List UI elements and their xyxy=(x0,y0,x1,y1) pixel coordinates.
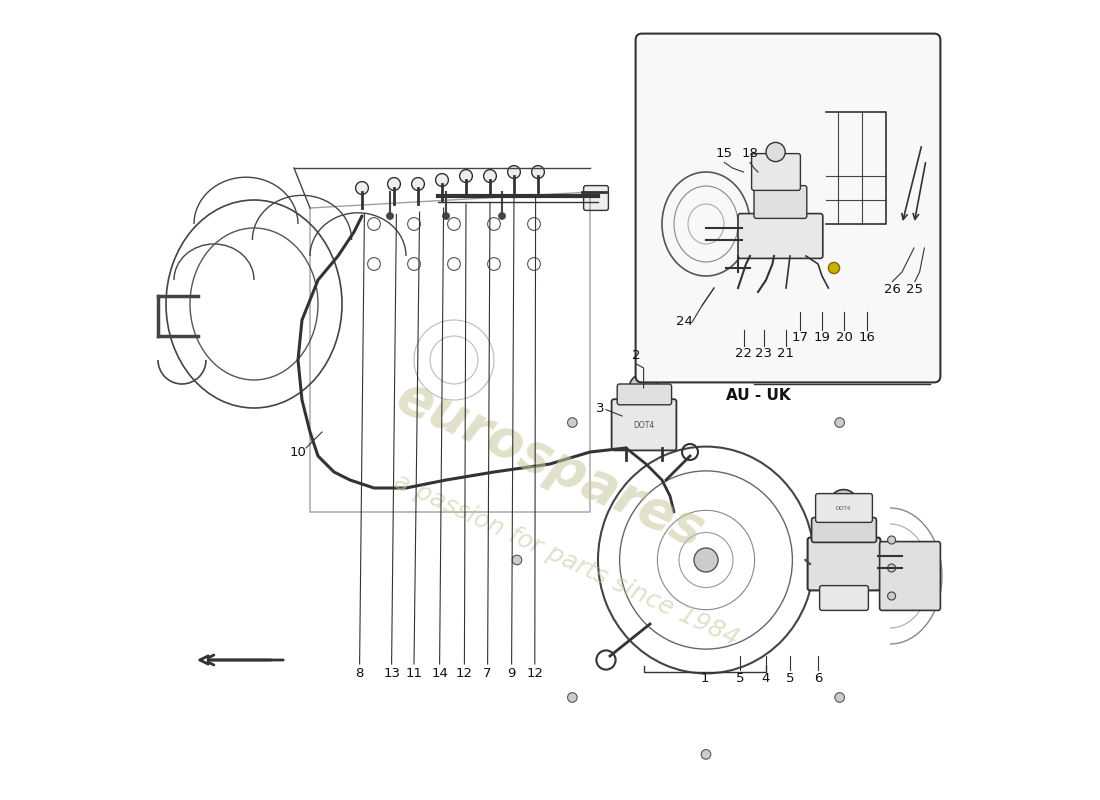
Text: 22: 22 xyxy=(735,347,752,360)
Text: 3: 3 xyxy=(596,402,605,414)
Text: 17: 17 xyxy=(791,331,808,344)
Circle shape xyxy=(568,693,578,702)
FancyBboxPatch shape xyxy=(612,399,676,450)
Text: 1: 1 xyxy=(701,672,710,685)
Text: 15: 15 xyxy=(716,147,733,160)
Circle shape xyxy=(443,213,449,219)
Circle shape xyxy=(513,555,521,565)
Circle shape xyxy=(766,142,785,162)
Circle shape xyxy=(411,178,425,190)
Circle shape xyxy=(890,555,900,565)
FancyBboxPatch shape xyxy=(584,186,608,210)
Text: 25: 25 xyxy=(906,283,923,296)
FancyBboxPatch shape xyxy=(751,154,801,190)
Circle shape xyxy=(701,361,711,370)
Text: 21: 21 xyxy=(778,347,794,360)
Circle shape xyxy=(460,170,472,182)
Circle shape xyxy=(835,693,845,702)
Text: 4: 4 xyxy=(762,672,770,685)
Circle shape xyxy=(387,213,393,219)
Circle shape xyxy=(888,536,895,544)
Circle shape xyxy=(701,750,711,759)
Text: 19: 19 xyxy=(814,331,830,344)
Circle shape xyxy=(888,564,895,572)
Text: 16: 16 xyxy=(858,331,876,344)
Circle shape xyxy=(387,178,400,190)
Text: DOT4: DOT4 xyxy=(836,506,851,510)
Text: 7: 7 xyxy=(483,667,492,680)
Text: 12: 12 xyxy=(455,667,473,680)
FancyBboxPatch shape xyxy=(815,494,872,522)
FancyBboxPatch shape xyxy=(617,384,672,405)
Circle shape xyxy=(888,592,895,600)
Text: a passion for parts since 1984: a passion for parts since 1984 xyxy=(389,470,742,650)
Circle shape xyxy=(828,262,839,274)
Text: 9: 9 xyxy=(507,667,516,680)
Text: 5: 5 xyxy=(736,672,745,685)
FancyBboxPatch shape xyxy=(636,34,940,382)
Text: 23: 23 xyxy=(755,347,772,360)
Circle shape xyxy=(355,182,368,194)
Circle shape xyxy=(484,170,496,182)
FancyBboxPatch shape xyxy=(754,186,806,218)
Text: AU - UK: AU - UK xyxy=(726,388,790,403)
Circle shape xyxy=(829,490,858,518)
Text: 13: 13 xyxy=(383,667,400,680)
Circle shape xyxy=(568,418,578,427)
Circle shape xyxy=(531,166,544,178)
FancyBboxPatch shape xyxy=(738,214,823,258)
Circle shape xyxy=(498,213,505,219)
Text: 12: 12 xyxy=(526,667,543,680)
Text: 26: 26 xyxy=(884,283,901,296)
Circle shape xyxy=(629,374,658,402)
Text: 5: 5 xyxy=(785,672,794,685)
Text: DOT4: DOT4 xyxy=(632,421,654,430)
FancyBboxPatch shape xyxy=(880,542,940,610)
Circle shape xyxy=(694,548,718,572)
FancyBboxPatch shape xyxy=(812,518,877,542)
Text: 24: 24 xyxy=(676,315,693,328)
FancyBboxPatch shape xyxy=(807,538,880,590)
Text: eurospares: eurospares xyxy=(388,370,712,558)
Text: 20: 20 xyxy=(836,331,852,344)
Circle shape xyxy=(507,166,520,178)
Text: 10: 10 xyxy=(289,446,307,458)
Text: 14: 14 xyxy=(431,667,448,680)
Text: 8: 8 xyxy=(355,667,364,680)
Text: 6: 6 xyxy=(814,672,822,685)
Text: 11: 11 xyxy=(406,667,422,680)
Text: 18: 18 xyxy=(741,147,758,160)
Circle shape xyxy=(436,174,449,186)
Text: 2: 2 xyxy=(632,350,640,362)
FancyBboxPatch shape xyxy=(820,586,868,610)
Circle shape xyxy=(835,418,845,427)
